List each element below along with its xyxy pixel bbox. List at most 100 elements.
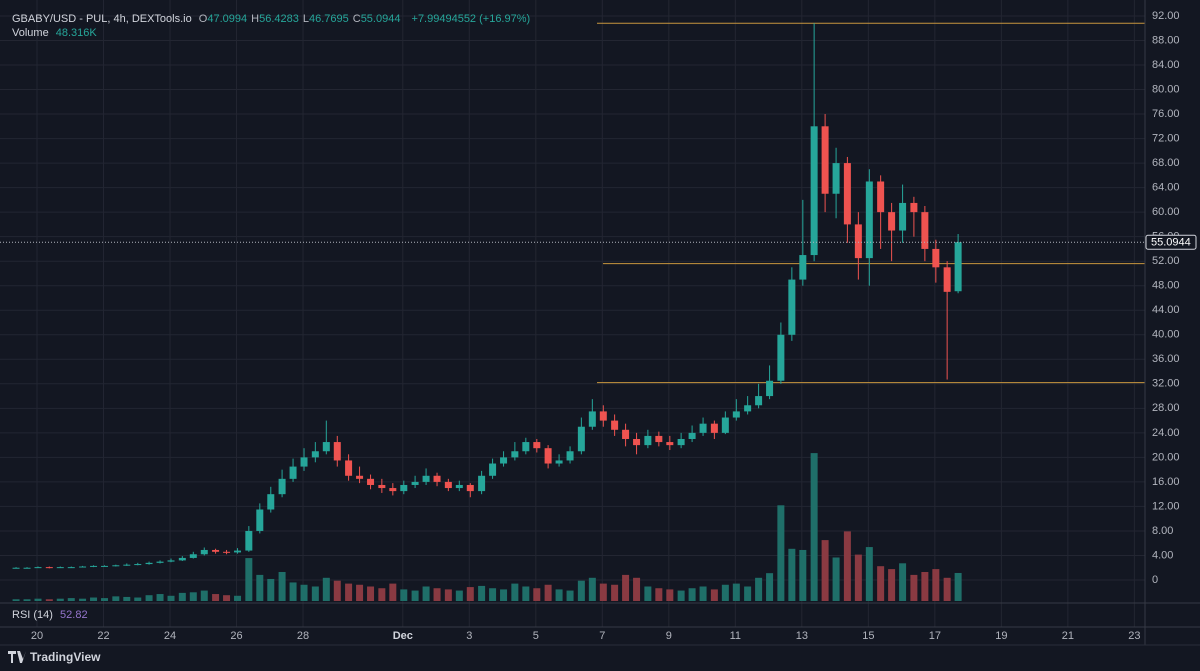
ohlc-label: L <box>302 13 309 25</box>
last-price-box <box>1145 234 1197 250</box>
candle-body <box>577 426 585 452</box>
volume-bar <box>588 577 596 601</box>
volume-bar <box>777 505 785 601</box>
volume-bar <box>755 577 763 601</box>
candle-body <box>56 567 64 569</box>
volume-bar <box>511 583 519 601</box>
rsi-name: RSI (14) <box>12 609 53 621</box>
volume-bar <box>877 566 885 601</box>
candle-body <box>322 442 330 452</box>
volume-bar <box>865 547 873 601</box>
volume-bar <box>167 595 175 601</box>
x-tick-label: 17 <box>929 630 941 642</box>
candle-body <box>455 484 463 489</box>
volume-bar <box>544 584 552 601</box>
candle-body <box>34 567 42 569</box>
x-tick-label: 19 <box>995 630 1007 642</box>
candle-body <box>234 550 242 553</box>
y-tick-label: 8.00 <box>1152 525 1173 537</box>
volume-bar <box>322 577 330 601</box>
y-tick-label: 16.00 <box>1152 476 1180 488</box>
candle-body <box>145 562 153 565</box>
candle-body <box>333 442 341 461</box>
candle-body <box>555 460 563 464</box>
candle-body <box>167 560 175 562</box>
candle-body <box>67 567 75 569</box>
ohlc-label: O <box>198 13 208 25</box>
change: +7.99494552 (+16.97%) <box>411 13 531 25</box>
x-tick-label: 11 <box>730 630 741 642</box>
volume-bar <box>478 585 486 601</box>
candle-body <box>101 565 109 567</box>
candle-body <box>212 549 220 552</box>
volume-bar <box>699 586 707 601</box>
candle-body <box>389 488 397 492</box>
candle-body <box>710 423 718 433</box>
candle-body <box>23 567 31 569</box>
volume-bar <box>721 584 729 601</box>
candle-body <box>888 212 896 231</box>
logo <box>8 651 26 663</box>
y-tick-label: 12.00 <box>1152 500 1180 512</box>
candle-body <box>810 126 818 256</box>
footer[interactable]: TradingView <box>8 650 100 664</box>
ohlc-label: H <box>251 13 260 25</box>
candle-body <box>189 554 197 558</box>
candle-body <box>200 549 208 555</box>
y-tick-label: 36.00 <box>1152 353 1180 365</box>
volume-bar <box>433 588 441 601</box>
volume-bar <box>134 597 142 601</box>
volume-bar <box>422 586 430 601</box>
volume-bar <box>633 577 641 601</box>
candle-body <box>677 438 685 446</box>
ohlc-value: 46.7695 <box>308 13 349 25</box>
legend-volume: Volume 48.316K <box>12 27 101 39</box>
candle-body <box>832 163 840 194</box>
y-tick-label: 0 <box>1152 574 1158 586</box>
volume-bar <box>178 592 186 601</box>
candle-body <box>766 380 774 397</box>
y-tick-label: 80.00 <box>1152 83 1180 95</box>
volume-bar <box>832 557 840 601</box>
volume-bar <box>744 586 752 601</box>
volume-bar <box>799 549 807 601</box>
candle-body <box>156 561 164 563</box>
volume-bar <box>367 586 375 601</box>
candle-body <box>500 457 508 464</box>
candle-body <box>433 475 441 482</box>
volume-bar <box>899 563 907 601</box>
y-tick-label: 88.00 <box>1152 34 1180 46</box>
volume-layer <box>12 453 962 601</box>
volume-bar <box>655 588 663 601</box>
volume-bar <box>843 531 851 601</box>
y-tick-label: 72.00 <box>1152 132 1180 144</box>
grid <box>0 0 1145 627</box>
legend-rsi: RSI (14) 52.82 <box>12 609 92 621</box>
x-tick-label: 13 <box>796 630 808 642</box>
candle-body <box>688 432 696 439</box>
ohlc-value: 56.4283 <box>259 13 299 25</box>
volume-bar <box>101 598 109 601</box>
volume-bar <box>389 583 397 601</box>
volume-bar <box>921 572 929 601</box>
candle-body <box>367 478 375 485</box>
candle-body <box>910 202 918 213</box>
candle-body <box>732 411 740 418</box>
candle-body <box>622 429 630 439</box>
volume-bar <box>223 595 231 601</box>
x-tick-label: 26 <box>230 630 242 642</box>
x-tick-label: 15 <box>862 630 874 642</box>
candle-body <box>478 475 486 492</box>
x-tick-label: Dec <box>393 630 413 642</box>
candle-body <box>744 405 752 412</box>
volume-bar <box>189 592 197 601</box>
y-tick-label: 64.00 <box>1152 182 1180 194</box>
volume-bar <box>333 580 341 601</box>
y-tick-label: 48.00 <box>1152 280 1180 292</box>
x-tick-label: 20 <box>31 630 43 642</box>
candle-body <box>223 551 231 553</box>
candle-body <box>821 126 829 194</box>
candle-body <box>843 163 851 225</box>
volume-bar <box>943 577 951 601</box>
candle-body <box>566 451 574 461</box>
